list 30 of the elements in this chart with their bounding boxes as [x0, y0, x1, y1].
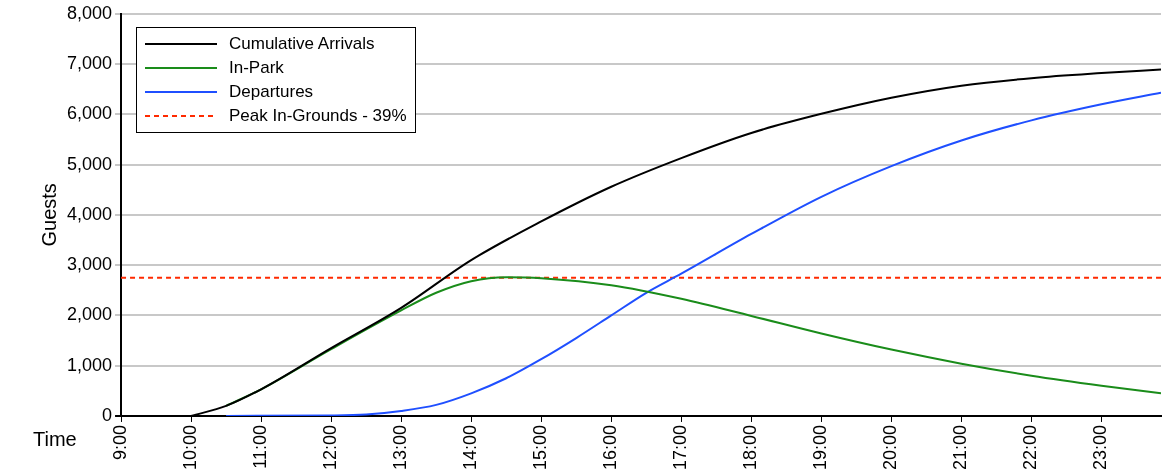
- y-tick-label: 2,000: [67, 304, 113, 325]
- x-tick-label: 16:00: [600, 424, 621, 470]
- x-tick-label: 9:00: [110, 424, 131, 460]
- x-tick-label: 17:00: [670, 424, 691, 470]
- x-tick-label: 10:00: [180, 424, 201, 470]
- legend-label: In-Park: [229, 58, 284, 78]
- y-tick-label: 6,000: [67, 103, 113, 124]
- x-tick-label: 15:00: [530, 424, 551, 470]
- x-axis-title: Time: [33, 427, 77, 450]
- x-tick-label: 11:00: [250, 424, 271, 469]
- x-tick-label: 21:00: [950, 424, 971, 470]
- x-tick-label: 23:00: [1090, 424, 1111, 470]
- y-axis-title: Guests: [37, 183, 60, 247]
- y-tick-label: 0: [102, 404, 113, 425]
- x-tick-label: 19:00: [810, 424, 831, 470]
- legend-label: Cumulative Arrivals: [229, 34, 375, 54]
- y-tick-label: 8,000: [67, 2, 113, 23]
- y-tick-label: 7,000: [67, 53, 113, 74]
- legend-label: Peak In-Grounds - 39%: [229, 106, 407, 126]
- y-tick-label: 3,000: [67, 254, 113, 275]
- y-tick-label: 1,000: [67, 354, 113, 375]
- x-tick-label: 14:00: [460, 424, 481, 470]
- x-tick-label: 12:00: [320, 424, 341, 470]
- x-tick-label: 22:00: [1020, 424, 1041, 470]
- legend-label: Departures: [229, 82, 314, 102]
- x-tick-label: 13:00: [390, 424, 411, 470]
- x-tick-label: 20:00: [880, 424, 901, 470]
- y-tick-label: 4,000: [67, 203, 113, 224]
- y-tick-label: 5,000: [67, 153, 113, 174]
- x-tick-label: 18:00: [740, 424, 761, 470]
